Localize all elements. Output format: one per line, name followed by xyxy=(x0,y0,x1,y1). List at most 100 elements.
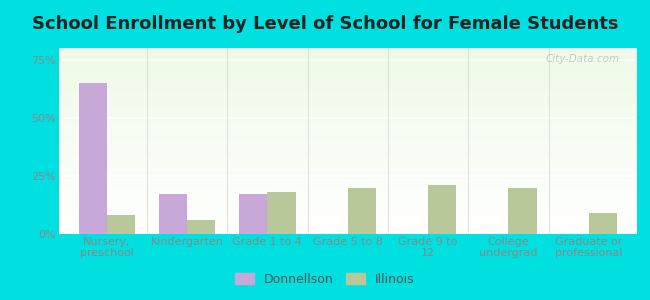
Bar xyxy=(58,227,637,228)
Bar xyxy=(58,86,637,87)
Bar xyxy=(58,129,637,130)
Bar xyxy=(58,161,637,162)
Bar xyxy=(58,74,637,75)
Bar xyxy=(58,164,637,165)
Bar xyxy=(58,162,637,163)
Bar xyxy=(58,111,637,112)
Bar xyxy=(58,152,637,153)
Bar xyxy=(58,211,637,212)
Bar xyxy=(58,209,637,210)
Bar xyxy=(58,212,637,213)
Bar xyxy=(159,194,187,234)
Bar xyxy=(58,156,637,157)
Bar xyxy=(58,69,637,70)
Bar xyxy=(58,168,637,169)
Bar xyxy=(58,167,637,168)
Bar xyxy=(58,177,637,178)
Bar xyxy=(58,101,637,102)
Bar xyxy=(58,75,637,76)
Bar xyxy=(58,67,637,68)
Bar xyxy=(58,198,637,199)
Bar xyxy=(58,58,637,59)
Bar xyxy=(58,182,637,183)
Bar xyxy=(58,53,637,54)
Bar xyxy=(187,220,215,234)
Bar xyxy=(428,185,456,234)
Bar xyxy=(58,204,637,205)
Bar xyxy=(58,183,637,184)
Bar xyxy=(58,143,637,144)
Bar xyxy=(58,213,637,214)
Bar xyxy=(58,125,637,126)
Bar xyxy=(58,76,637,77)
Bar xyxy=(58,224,637,225)
Bar xyxy=(58,102,637,103)
Bar xyxy=(79,83,107,234)
Bar xyxy=(58,214,637,215)
Bar xyxy=(58,54,637,55)
Bar xyxy=(58,132,637,133)
Bar xyxy=(58,83,637,84)
Bar xyxy=(58,147,637,148)
Bar xyxy=(58,166,637,167)
Bar xyxy=(58,219,637,220)
Bar xyxy=(58,112,637,113)
Bar xyxy=(58,223,637,224)
Bar xyxy=(58,203,637,204)
Bar xyxy=(58,191,637,192)
Bar xyxy=(58,137,637,138)
Bar xyxy=(58,90,637,91)
Bar xyxy=(58,73,637,74)
Bar xyxy=(58,84,637,85)
Bar xyxy=(58,194,637,195)
Bar xyxy=(58,155,637,156)
Bar xyxy=(58,171,637,172)
Bar xyxy=(58,126,637,127)
Bar xyxy=(58,61,637,62)
Bar xyxy=(58,215,637,216)
Bar xyxy=(58,133,637,134)
Bar xyxy=(58,48,637,49)
Bar xyxy=(58,100,637,101)
Bar xyxy=(58,89,637,90)
Bar xyxy=(58,232,637,233)
Bar xyxy=(58,66,637,67)
Bar xyxy=(58,99,637,100)
Bar xyxy=(58,95,637,96)
Bar xyxy=(58,49,637,50)
Bar xyxy=(58,104,637,105)
Bar xyxy=(58,173,637,175)
Bar xyxy=(58,226,637,227)
Bar xyxy=(58,134,637,135)
Bar xyxy=(58,196,637,197)
Bar xyxy=(58,169,637,170)
Bar xyxy=(58,94,637,95)
Bar xyxy=(58,55,637,56)
Bar xyxy=(58,60,637,61)
Bar xyxy=(58,119,637,120)
Bar xyxy=(58,175,637,176)
Bar xyxy=(58,136,637,137)
Bar xyxy=(58,188,637,189)
Bar xyxy=(58,195,637,196)
Bar xyxy=(58,221,637,222)
Bar xyxy=(58,117,637,118)
Bar xyxy=(58,62,637,63)
Text: School Enrollment by Level of School for Female Students: School Enrollment by Level of School for… xyxy=(32,15,618,33)
Bar xyxy=(589,213,617,234)
Bar xyxy=(58,179,637,180)
Bar xyxy=(58,228,637,229)
Bar xyxy=(58,216,637,217)
Bar xyxy=(58,142,637,143)
Bar xyxy=(58,79,637,80)
Bar xyxy=(58,233,637,234)
Bar xyxy=(58,135,637,136)
Bar xyxy=(58,80,637,82)
Bar xyxy=(58,172,637,173)
Bar xyxy=(58,206,637,207)
Bar xyxy=(58,59,637,60)
Bar xyxy=(58,231,637,232)
Bar xyxy=(58,187,637,188)
Bar xyxy=(58,92,637,93)
Bar xyxy=(508,188,536,234)
